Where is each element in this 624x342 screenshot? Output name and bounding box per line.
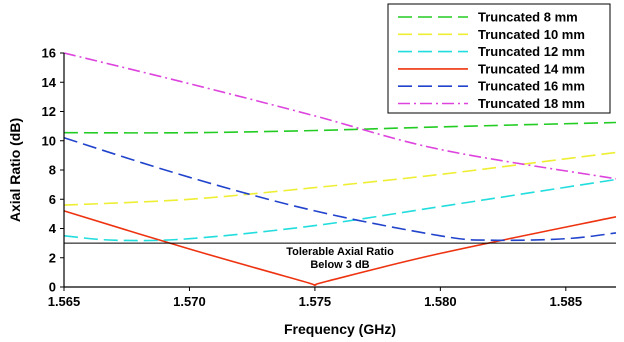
legend-label-truncated-12-mm: Truncated 12 mm <box>478 44 585 59</box>
x-tick-label: 1.570 <box>173 294 206 309</box>
y-tick-label: 10 <box>42 133 56 148</box>
series-line-truncated-12-mm <box>63 178 617 242</box>
x-tick-label: 1.575 <box>299 294 332 309</box>
series-line-truncated-14-mm <box>63 210 617 287</box>
legend: Truncated 8 mm Truncated 10 mm Truncated 1… <box>387 3 611 114</box>
y-tick-label: 14 <box>42 75 57 90</box>
y-tick-label: 4 <box>49 221 57 236</box>
axes: 0 2 4 6 8 10 12 14 16 1.565 1.570 1.575 1.580 1.585 <box>42 46 616 309</box>
y-tick-label: 16 <box>42 46 56 61</box>
y-tick-label: 6 <box>49 192 56 207</box>
x-axis-title: Frequency (GHz) <box>284 321 396 337</box>
y-axis-title: Axial Ratio (dB) <box>7 118 23 222</box>
y-tick-label: 8 <box>49 163 56 178</box>
annotation-line-1: Tolerable Axial Ratio <box>286 246 394 258</box>
series-line-truncated-18-mm <box>63 52 617 180</box>
legend-label-truncated-8-mm: Truncated 8 mm <box>478 10 578 25</box>
y-tick-label: 12 <box>42 104 56 119</box>
x-tick-label: 1.565 <box>48 294 81 309</box>
legend-label-truncated-16-mm: Truncated 16 mm <box>478 79 585 94</box>
y-tick-label: 0 <box>49 280 56 295</box>
series-line-truncated-16-mm <box>63 137 617 242</box>
legend-label-truncated-18-mm: Truncated 18 mm <box>478 96 585 111</box>
legend-label-truncated-10-mm: Truncated 10 mm <box>478 27 585 42</box>
series-line-truncated-10-mm <box>63 151 617 206</box>
y-tick-label: 2 <box>49 250 56 265</box>
series-line-truncated-8-mm <box>63 121 617 134</box>
x-tick-label: 1.585 <box>550 294 583 309</box>
legend-label-truncated-14-mm: Truncated 14 mm <box>478 61 585 76</box>
x-tick-label: 1.580 <box>424 294 457 309</box>
plot-lines <box>63 52 617 287</box>
annotation-line-2: Below 3 dB <box>310 259 369 271</box>
legend-box <box>387 3 611 114</box>
